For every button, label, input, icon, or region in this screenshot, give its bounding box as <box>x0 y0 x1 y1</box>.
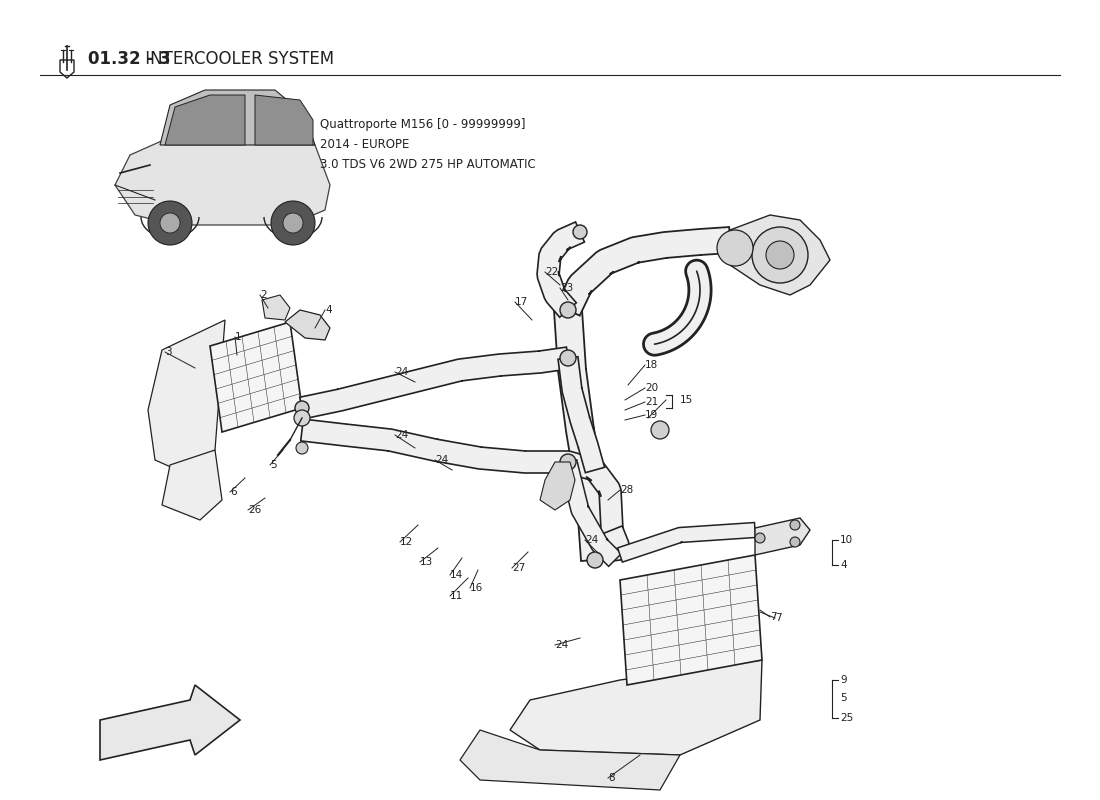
Text: Quattroporte M156 [0 - 99999999]: Quattroporte M156 [0 - 99999999] <box>320 118 526 131</box>
Circle shape <box>717 230 754 266</box>
Text: 24: 24 <box>556 640 569 650</box>
Polygon shape <box>148 320 225 480</box>
Text: 24: 24 <box>585 535 598 545</box>
Polygon shape <box>554 309 609 561</box>
Text: 6: 6 <box>230 487 236 497</box>
Text: 25: 25 <box>840 713 854 723</box>
Circle shape <box>294 410 310 426</box>
Text: 13: 13 <box>420 557 433 567</box>
Text: 19: 19 <box>645 410 658 420</box>
Circle shape <box>271 201 315 245</box>
Text: 5: 5 <box>840 693 847 703</box>
Polygon shape <box>299 347 570 418</box>
Polygon shape <box>165 95 245 145</box>
Polygon shape <box>540 462 575 510</box>
Polygon shape <box>262 295 290 320</box>
Text: 17: 17 <box>515 297 528 307</box>
Circle shape <box>755 533 764 543</box>
Text: 7: 7 <box>776 613 782 623</box>
Text: 15: 15 <box>680 395 693 405</box>
Text: 22: 22 <box>544 267 558 277</box>
Text: 4: 4 <box>324 305 331 315</box>
Polygon shape <box>617 522 756 562</box>
Text: 5: 5 <box>270 460 276 470</box>
Text: 28: 28 <box>620 485 634 495</box>
Circle shape <box>295 401 309 415</box>
Circle shape <box>160 213 180 233</box>
Circle shape <box>573 225 587 239</box>
Circle shape <box>766 241 794 269</box>
Circle shape <box>752 227 808 283</box>
Text: 18: 18 <box>645 360 658 370</box>
Polygon shape <box>720 215 830 295</box>
Text: 24: 24 <box>395 430 408 440</box>
Polygon shape <box>602 526 631 562</box>
Polygon shape <box>557 227 730 316</box>
Text: 12: 12 <box>400 537 414 547</box>
Text: 10: 10 <box>840 535 854 545</box>
Text: 26: 26 <box>248 505 262 515</box>
Circle shape <box>790 520 800 530</box>
Text: 20: 20 <box>645 383 658 393</box>
Text: 4: 4 <box>840 560 847 570</box>
Polygon shape <box>559 460 621 566</box>
Polygon shape <box>537 222 584 318</box>
Text: 7: 7 <box>770 612 777 622</box>
Circle shape <box>651 421 669 439</box>
Text: 11: 11 <box>450 591 463 601</box>
Circle shape <box>587 552 603 568</box>
Text: 14: 14 <box>450 570 463 580</box>
Text: 3: 3 <box>165 347 172 357</box>
Text: 2: 2 <box>260 290 266 300</box>
Polygon shape <box>210 322 302 432</box>
Text: 01.32 - 3: 01.32 - 3 <box>88 50 170 68</box>
Polygon shape <box>285 310 330 340</box>
Text: 8: 8 <box>608 773 615 783</box>
Text: 3.0 TDS V6 2WD 275 HP AUTOMATIC: 3.0 TDS V6 2WD 275 HP AUTOMATIC <box>320 158 536 171</box>
Circle shape <box>296 442 308 454</box>
Text: 21: 21 <box>645 397 658 407</box>
Circle shape <box>790 537 800 547</box>
Text: 2014 - EUROPE: 2014 - EUROPE <box>320 138 409 151</box>
Text: 24: 24 <box>434 455 449 465</box>
Polygon shape <box>620 555 762 685</box>
Polygon shape <box>460 730 680 790</box>
Circle shape <box>560 302 576 318</box>
Polygon shape <box>255 95 314 145</box>
Polygon shape <box>558 357 605 473</box>
Polygon shape <box>755 518 810 555</box>
Polygon shape <box>162 450 222 520</box>
Text: 24: 24 <box>395 367 408 377</box>
Polygon shape <box>300 419 626 561</box>
Text: 23: 23 <box>560 283 573 293</box>
Text: 16: 16 <box>470 583 483 593</box>
Circle shape <box>148 201 192 245</box>
Polygon shape <box>160 90 315 145</box>
Text: INTERCOOLER SYSTEM: INTERCOOLER SYSTEM <box>140 50 334 68</box>
Polygon shape <box>100 685 240 760</box>
Circle shape <box>283 213 302 233</box>
Text: 9: 9 <box>840 675 847 685</box>
Polygon shape <box>510 660 762 755</box>
Circle shape <box>560 350 576 366</box>
Circle shape <box>560 454 576 470</box>
Text: 27: 27 <box>512 563 526 573</box>
Polygon shape <box>116 135 330 225</box>
Text: 1: 1 <box>235 332 242 342</box>
